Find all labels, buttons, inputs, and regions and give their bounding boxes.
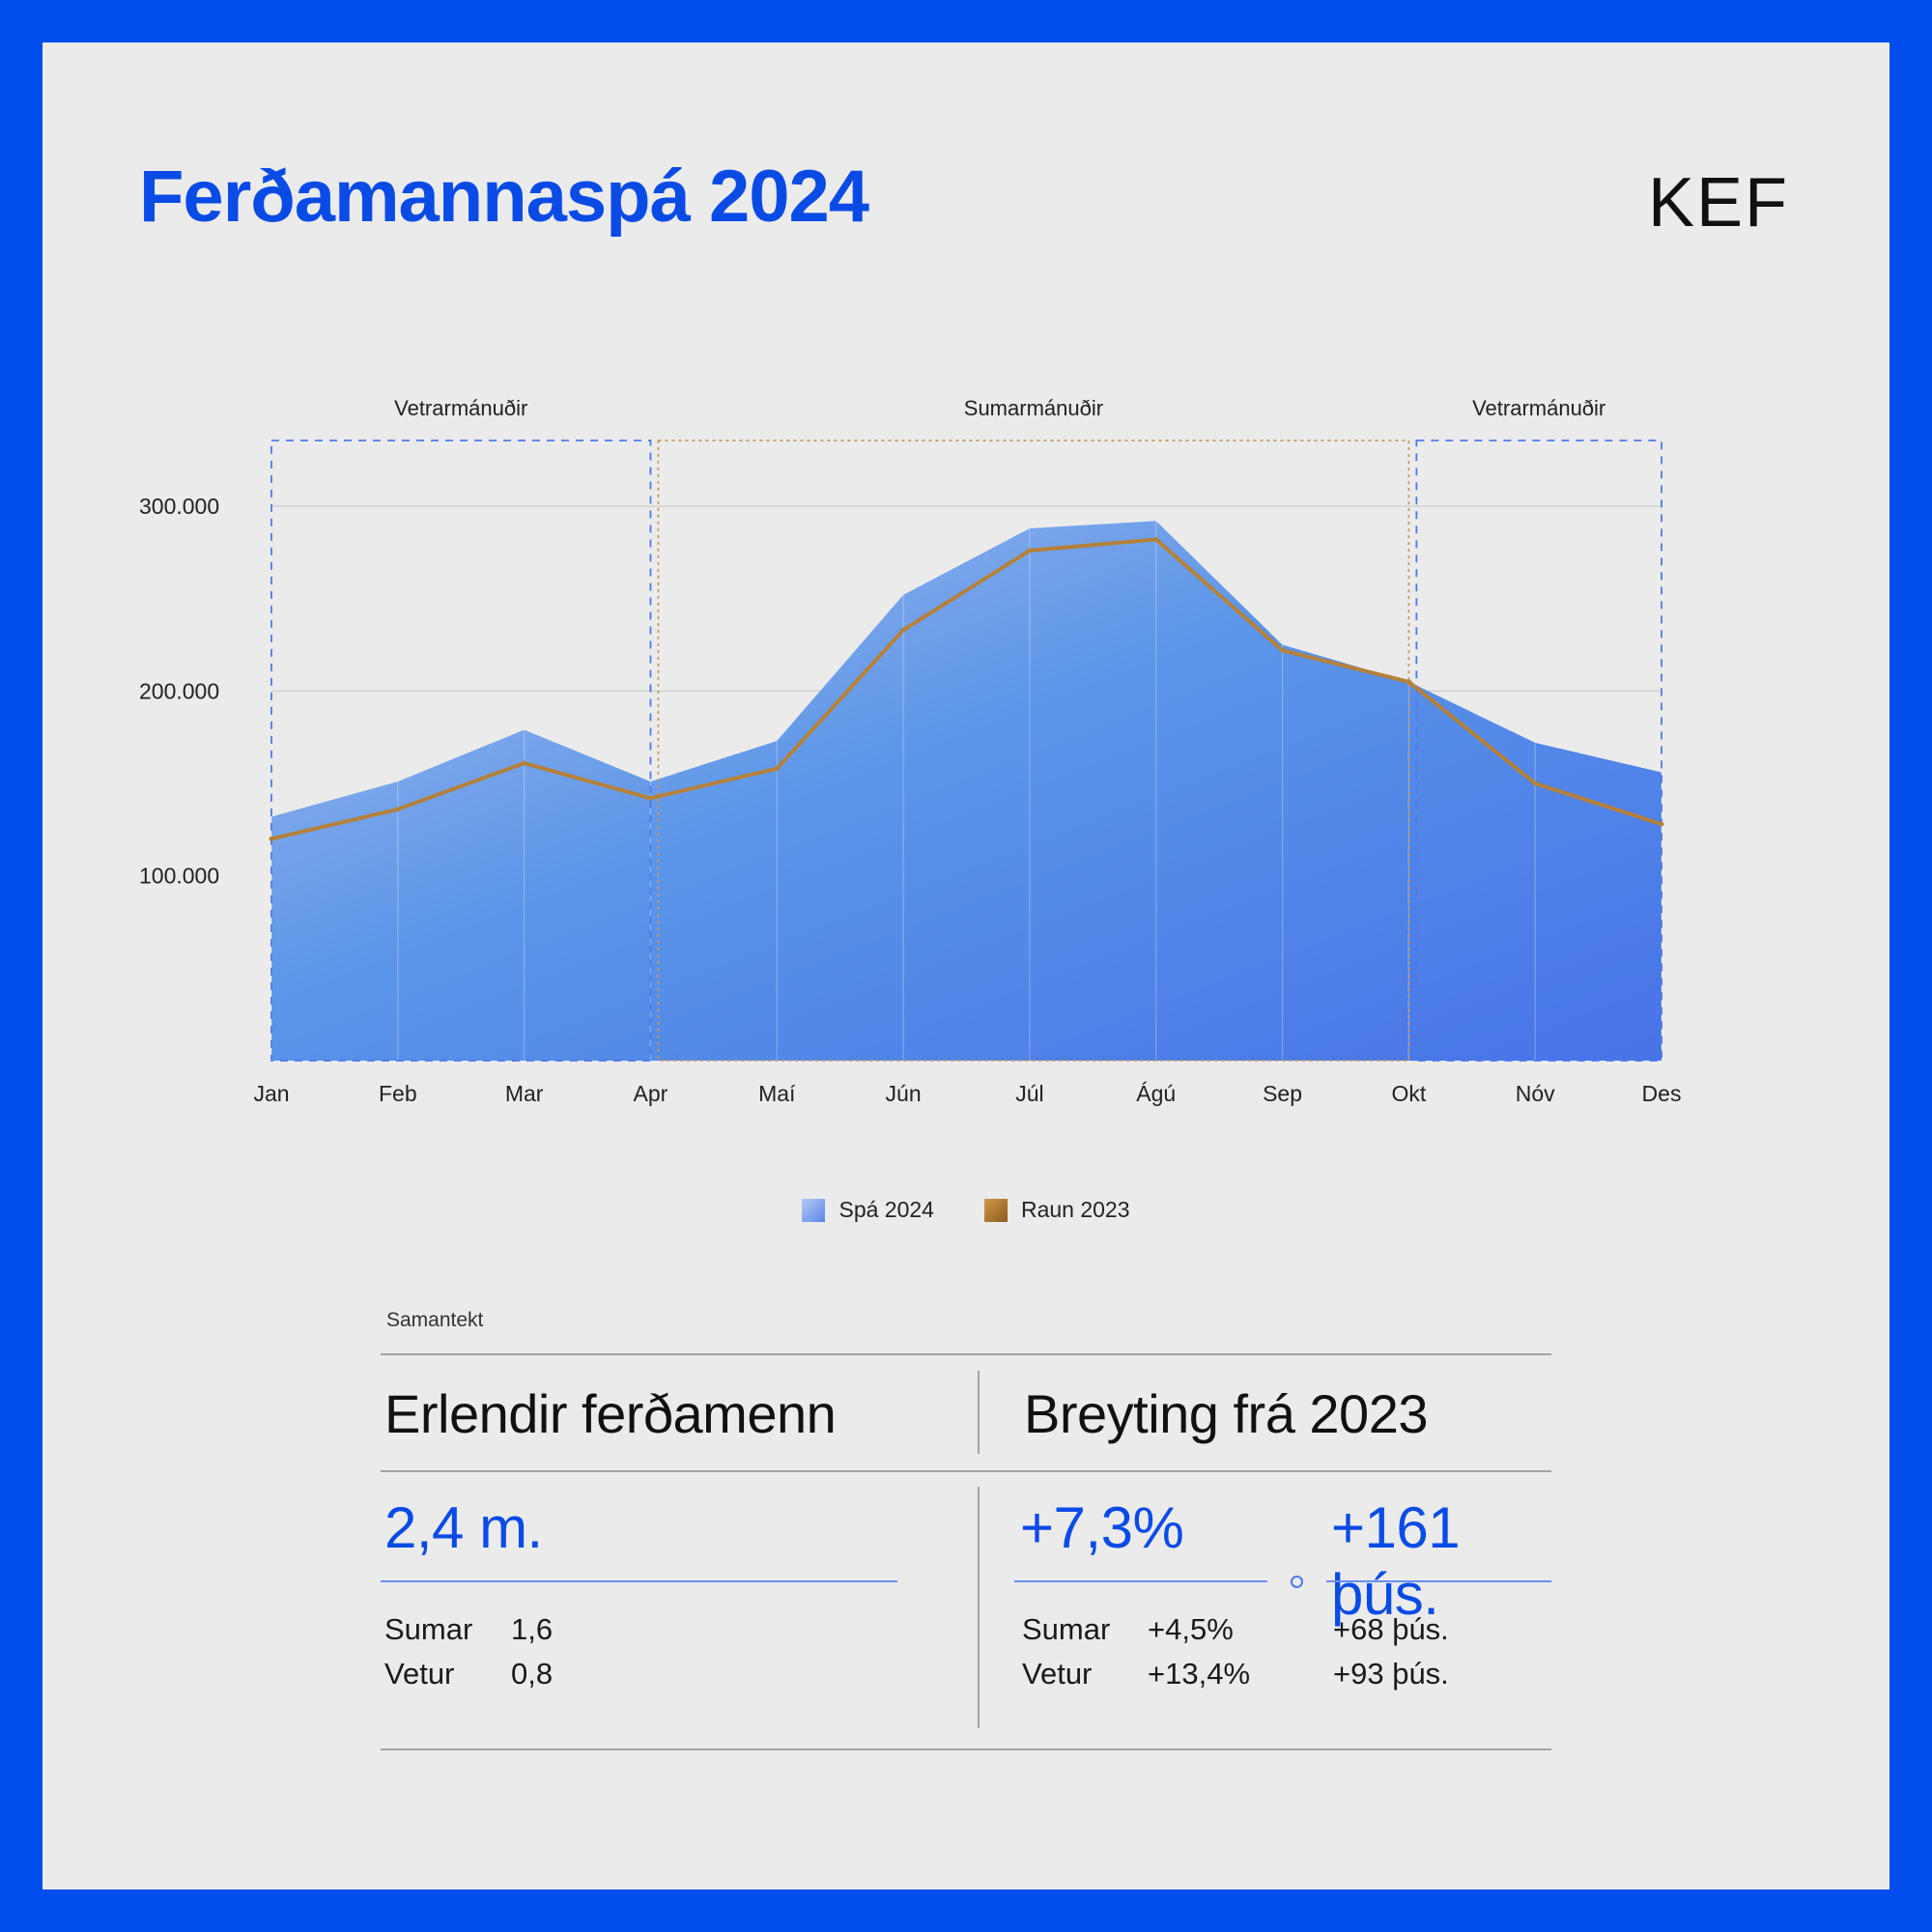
divider: [381, 1353, 1551, 1355]
actual-2023-point: [647, 795, 653, 801]
season-box: [657, 440, 1410, 1062]
heading-change: Breyting frá 2023: [1024, 1383, 1428, 1444]
legend-label-forecast: Spá 2024: [838, 1197, 934, 1222]
x-tick-label: Nóv: [1516, 1081, 1555, 1106]
total-value: 2,4 m.: [384, 1495, 543, 1560]
heading-foreign-tourists: Erlendir ferðamenn: [384, 1383, 837, 1444]
legend-swatch-actual: [983, 1198, 1008, 1222]
chart-legend: Spá 2024 Raun 2023: [43, 1197, 1889, 1223]
x-tick-label: Jan: [253, 1081, 289, 1106]
actual-2023-point: [522, 760, 527, 766]
legend-item-forecast: Spá 2024: [802, 1197, 934, 1223]
row-abs-winter: +93 þús.: [1333, 1657, 1449, 1690]
actual-2023-point: [774, 766, 780, 772]
summary-label: Samantekt: [386, 1309, 484, 1331]
row-label-summer: Sumar: [384, 1612, 473, 1646]
actual-2023-point: [1532, 781, 1538, 786]
traffic-area-chart: 100.000 200.000 300.000 Vetrarmánuðir Sumarm…: [139, 396, 1682, 1106]
legend-item-actual: Raun 2023: [983, 1197, 1130, 1223]
season-label: Vetrarmánuðir: [1472, 396, 1605, 420]
x-tick-label: Maí: [758, 1081, 796, 1106]
season-box: [1415, 440, 1662, 1062]
x-tick-label: Mar: [505, 1081, 544, 1106]
row-label-winter: Vetur: [384, 1657, 455, 1690]
actual-2023-point: [1153, 536, 1159, 542]
row-label-summer-change: Sumar: [1022, 1612, 1111, 1646]
divider: [381, 1748, 1551, 1750]
x-tick-label: Des: [1642, 1081, 1682, 1106]
actual-2023-point: [395, 807, 401, 812]
x-tick-label: Ágú: [1136, 1081, 1176, 1106]
row-pct-summer: +4,5%: [1148, 1612, 1234, 1646]
summary-table: Samantekt Erlendir ferðamenn Breyting fr…: [381, 1303, 1551, 1757]
row-total-winter: 0,8: [511, 1657, 554, 1690]
actual-2023-point: [1027, 548, 1033, 554]
season-label: Vetrarmánuðir: [394, 396, 527, 420]
row-pct-winter: +13,4%: [1148, 1657, 1251, 1690]
actual-2023-line: [270, 537, 1663, 841]
row-total-summer: 1,6: [511, 1612, 554, 1646]
actual-2023-point: [269, 836, 274, 841]
x-tick-label: Feb: [379, 1081, 417, 1106]
legend-label-actual: Raun 2023: [1020, 1197, 1130, 1222]
actual-2023-point: [1659, 821, 1664, 827]
divider: [381, 1470, 1551, 1472]
y-tick-label: 300.000: [139, 494, 219, 519]
season-label: Sumarmánuðir: [964, 396, 1103, 420]
row-label-winter-change: Vetur: [1022, 1657, 1093, 1690]
separator-dot: [1291, 1576, 1303, 1588]
underline: [1326, 1580, 1551, 1582]
season-box: [270, 440, 652, 1062]
page-title: Ferðamannaspá 2024: [139, 156, 869, 238]
forecast-2024-area: [271, 521, 1662, 1061]
x-tick-label: Okt: [1391, 1081, 1426, 1106]
underline: [1014, 1580, 1267, 1582]
divider: [978, 1371, 980, 1454]
kef-logo: KEF: [1647, 164, 1789, 242]
change-absolute: +161 þús.: [1331, 1495, 1461, 1627]
x-tick-label: Sep: [1263, 1081, 1302, 1106]
x-tick-label: Júl: [1015, 1081, 1043, 1106]
row-abs-summer: +68 þús.: [1333, 1612, 1449, 1646]
y-tick-label: 200.000: [139, 678, 219, 703]
x-tick-label: Apr: [634, 1081, 668, 1106]
infographic-card: Ferðamannaspá 2024 KEF 100.000 200.000 300…: [43, 43, 1889, 1889]
change-percent: +7,3%: [1020, 1495, 1184, 1560]
underline: [381, 1580, 897, 1582]
actual-2023-point: [900, 627, 906, 633]
actual-2023-point: [1280, 647, 1286, 653]
divider: [978, 1487, 980, 1728]
actual-2023-point: [1406, 679, 1411, 685]
legend-swatch-forecast: [802, 1198, 826, 1222]
y-tick-label: 100.000: [139, 864, 219, 889]
x-tick-label: Jún: [886, 1081, 922, 1106]
